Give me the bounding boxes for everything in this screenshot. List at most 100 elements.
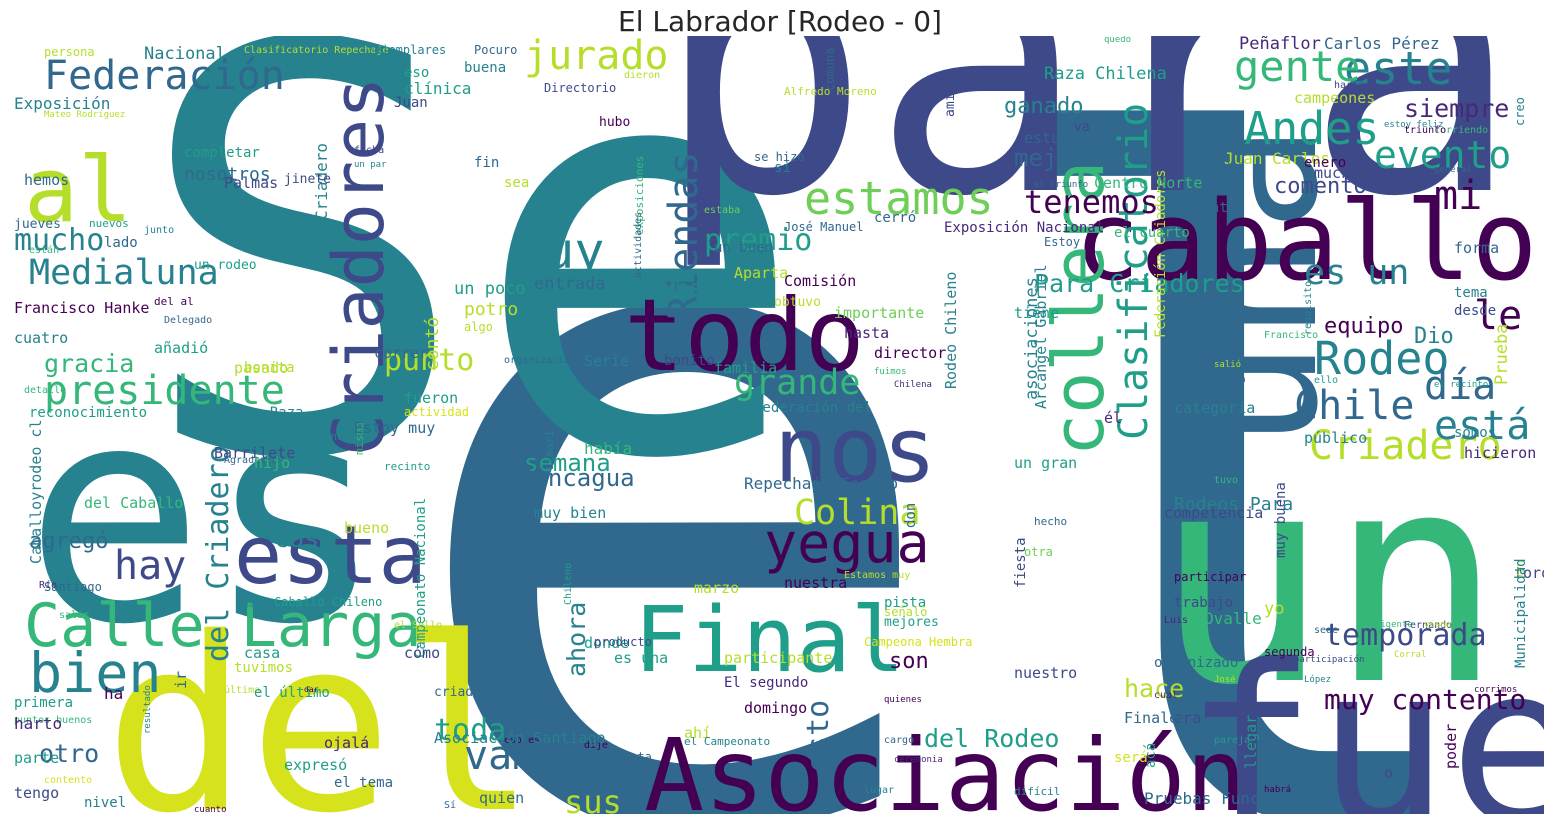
cloud-word: Santiago [44, 580, 102, 594]
cloud-word: poder [1442, 723, 1460, 769]
cloud-word: premio [704, 223, 813, 258]
cloud-word: ello [1314, 375, 1339, 386]
cloud-word: Barrilete [214, 444, 296, 462]
cloud-word: reconocimiento [29, 405, 148, 421]
cloud-word: número [244, 600, 273, 609]
cloud-word: entrada [534, 274, 606, 294]
cloud-word: Palmas [224, 174, 279, 192]
cloud-word: forma [1454, 239, 1500, 257]
cloud-word: gracia [44, 349, 135, 378]
cloud-word: correr [374, 344, 429, 362]
cloud-word: ganado [1004, 94, 1084, 119]
cloud-word: cuatro [14, 329, 69, 347]
cloud-word: fecha [354, 145, 385, 156]
cloud-word: Final [634, 588, 905, 693]
cloud-word: Prueba [1492, 324, 1512, 386]
cloud-word: tratar [1193, 337, 1209, 388]
cloud-word: Federación [44, 53, 285, 99]
cloud-word: el cuarto [1114, 225, 1190, 241]
cloud-word: semana [524, 449, 611, 477]
cloud-word: Finales [1124, 709, 1188, 727]
cloud-word: ojalá [324, 734, 370, 752]
cloud-word: fiesta [1013, 537, 1029, 588]
cloud-word: fue [1184, 618, 1544, 814]
cloud-word: yegua [764, 511, 930, 575]
cloud-word: equipo [1324, 314, 1404, 339]
cloud-word: va [1074, 120, 1090, 135]
cloud-word: Criadero [1309, 423, 1502, 469]
cloud-word: del Caballo [84, 494, 184, 512]
cloud-word: hacer [674, 274, 753, 304]
cloud-word: yo [1264, 599, 1285, 619]
cloud-word: se hizo [754, 150, 805, 164]
cloud-word: caballo [1074, 177, 1538, 305]
cloud-word: persona [44, 45, 95, 59]
cloud-word: Río [39, 580, 58, 591]
cloud-word: público [1304, 429, 1368, 447]
cloud-word: un poco [454, 279, 526, 299]
cloud-word: mucho [14, 223, 105, 258]
cloud-word: Centro Norte [1094, 174, 1203, 192]
cloud-word: Luis [1164, 615, 1189, 626]
cloud-word: mejor [1014, 144, 1087, 172]
cloud-word: contento [44, 775, 93, 786]
cloud-word: o [1384, 764, 1394, 782]
cloud-word: está [1434, 403, 1531, 449]
cloud-word: harta [1334, 80, 1365, 91]
cloud-word: Pruebas Funcionales [1144, 789, 1328, 808]
cloud-word: creo [1513, 97, 1527, 127]
cloud-word: tiene [1014, 304, 1060, 322]
cloud-word: Chile [1294, 383, 1415, 429]
cloud-word: Dio [1414, 324, 1454, 349]
cloud-word: Arcangel Gabriel [1032, 264, 1050, 409]
cloud-word: jueves [14, 217, 61, 232]
cloud-word: obtuvo [774, 295, 821, 310]
cloud-word: Caballo Chileno [274, 595, 383, 609]
cloud-word: quedó [1104, 36, 1132, 45]
cloud-word: jurado [524, 36, 669, 79]
cloud-word: era [1174, 709, 1202, 727]
cloud-word: trabajo [1174, 595, 1234, 611]
cloud-word: Serie [584, 352, 630, 370]
cloud-word: mi [1434, 173, 1483, 219]
cloud-word: ha [104, 684, 124, 703]
cloud-word: un buen [714, 240, 774, 256]
cloud-word: presidente [44, 368, 285, 414]
cloud-word: feliz [1214, 160, 1245, 171]
cloud-word: junto [144, 225, 175, 236]
cloud-word: es [24, 341, 386, 690]
cloud-word: bueno [344, 519, 390, 537]
cloud-word: es un [1304, 253, 1410, 293]
cloud-word: Municipalidad [1513, 558, 1529, 668]
cloud-word: fin [474, 155, 500, 171]
cloud-word: eso [404, 65, 430, 81]
cloud-word: hace [1124, 674, 1185, 703]
cloud-word: del Rodeo [924, 724, 1060, 753]
cloud-word: el Sello [394, 620, 443, 631]
cloud-word: hemos [24, 171, 70, 189]
cloud-word: Francisco Hanke [14, 299, 150, 317]
cloud-word: corriendo [1434, 125, 1489, 136]
cloud-word: Exposición Nacional [944, 220, 1105, 236]
cloud-word: están [29, 245, 60, 256]
cloud-word: lado [104, 235, 138, 251]
cloud-word: harto [14, 714, 63, 733]
cloud-word: del Criadero [201, 444, 236, 662]
cloud-word: Chilena [894, 380, 932, 390]
cloud-word: viene [1424, 620, 1452, 630]
cloud-word: bien [29, 641, 162, 705]
cloud-word: sus [564, 783, 622, 814]
cloud-word: Exposición [14, 94, 111, 113]
cloud-word: tema [1454, 285, 1488, 301]
cloud-word: hicieron [1464, 444, 1537, 462]
cloud-word: desde [1454, 303, 1497, 319]
cloud-word: marzo [694, 579, 740, 597]
cloud-word: ejemplares [374, 43, 447, 57]
cloud-word: director [874, 344, 947, 362]
cloud-word: potro [464, 299, 519, 320]
cloud-word: evento [1374, 133, 1512, 177]
cloud-word: sea [504, 175, 530, 191]
cloud-word: otro [39, 739, 100, 768]
cloud-word: Rodeo Chileno [942, 271, 960, 389]
cloud-word: somos [1454, 425, 1497, 441]
